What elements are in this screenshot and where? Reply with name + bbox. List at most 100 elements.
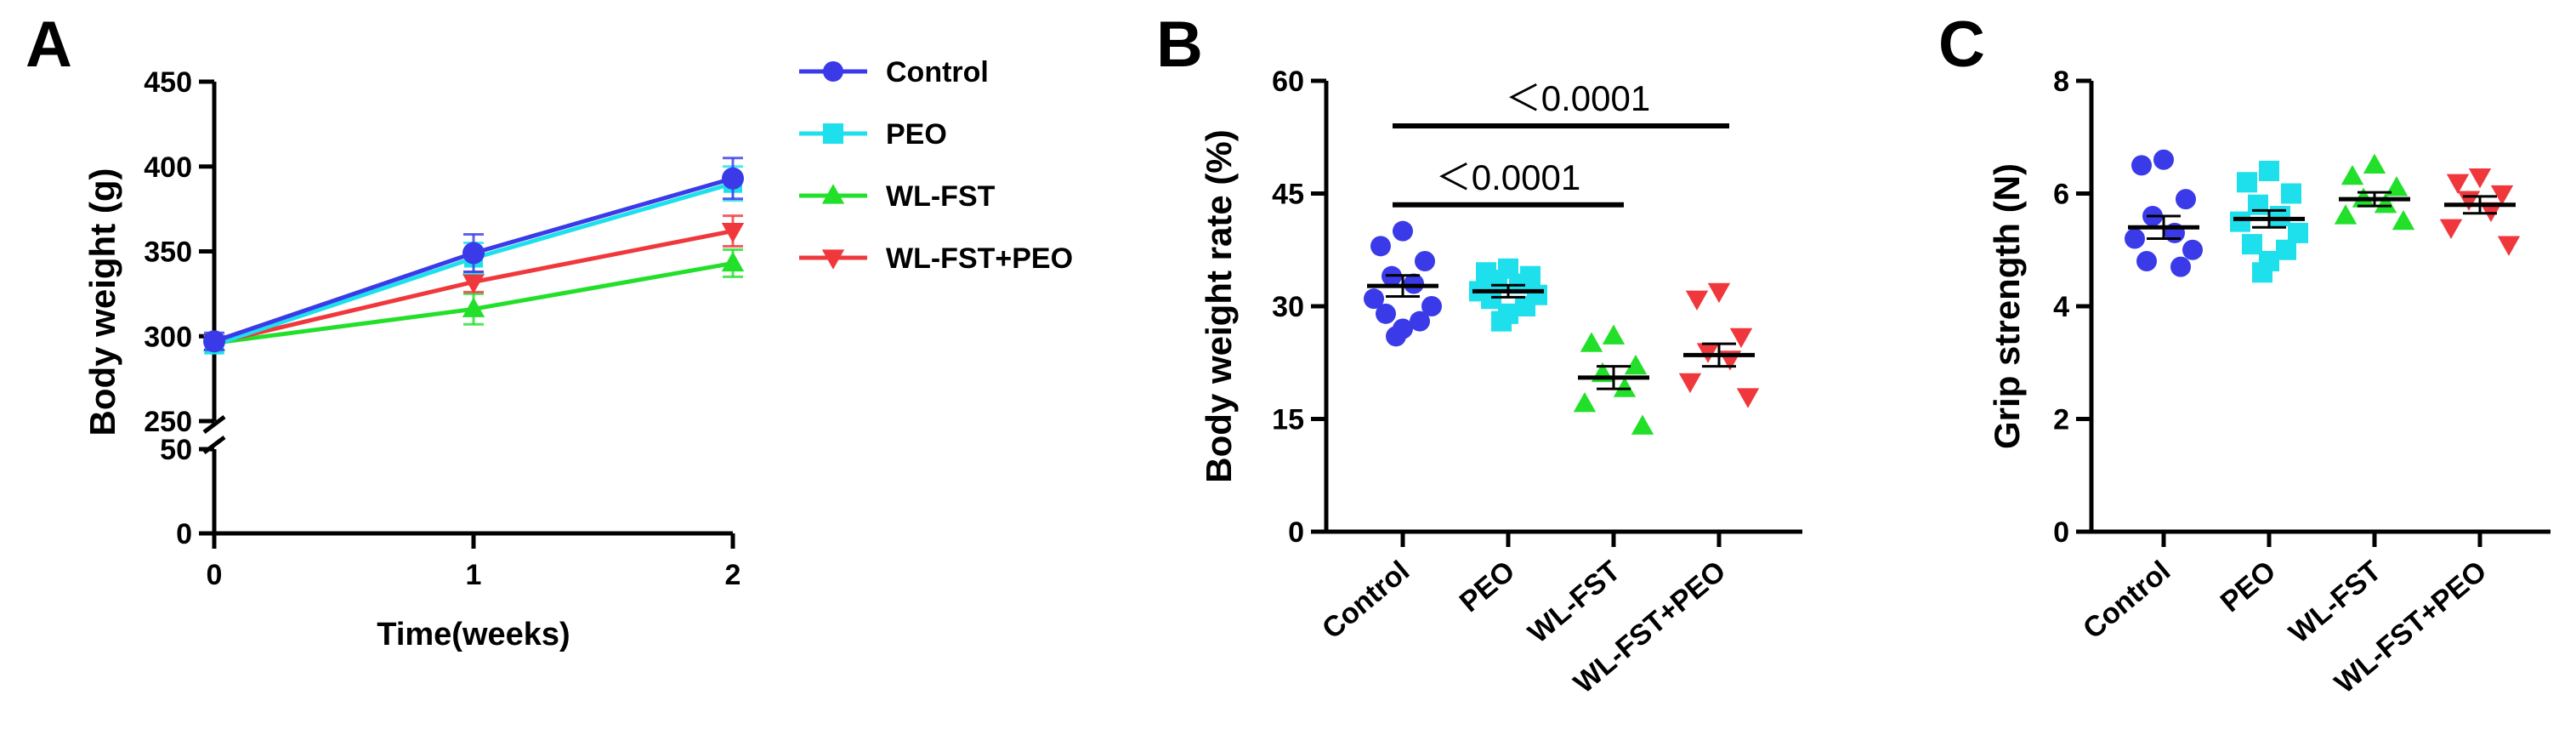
legend-label-WL-FST+PEO: WL-FST+PEO <box>886 242 1073 275</box>
data-point-PEO <box>2248 194 2268 215</box>
data-point-Control <box>2136 251 2157 271</box>
data-point-PEO <box>2281 183 2301 204</box>
data-point-WL-FST+PEO <box>2446 174 2470 195</box>
data-point-WL-FST+PEO <box>1685 290 1709 310</box>
data-point-WL-FST+PEO <box>462 273 485 294</box>
data-point-WL-FST <box>2374 192 2397 214</box>
data-point-WL-FST+PEO <box>1729 328 1753 349</box>
data-point-WL-FST+PEO <box>2439 219 2463 240</box>
data-point-WL-FST <box>1631 414 1654 435</box>
data-point-WL-FST+PEO <box>2497 236 2521 256</box>
y-tick-label: 0 <box>176 518 192 550</box>
x-tick-label: 2 <box>725 559 741 591</box>
y-tick-label: 6 <box>2053 179 2069 211</box>
data-point-Control <box>462 242 485 265</box>
y-axis-label: Grip strength (N) <box>1987 163 2027 449</box>
y-axis-label: Body weight rate (%) <box>1199 129 1239 482</box>
x-tick-label: PEO <box>2215 555 2282 618</box>
data-point-Control <box>2170 256 2191 277</box>
x-tick-label: WL-FST <box>1522 555 1626 650</box>
x-tick-label: PEO <box>1454 555 1521 618</box>
y-tick-label: 15 <box>1272 404 1304 436</box>
data-point-WL-FST <box>2392 209 2415 231</box>
y-tick-label: 30 <box>1272 291 1304 323</box>
data-point-Control <box>1404 273 1424 294</box>
x-tick-label: Control <box>1316 555 1416 646</box>
y-tick-label: 0 <box>1288 516 1304 549</box>
x-tick-label: Control <box>2077 555 2176 646</box>
data-point-Control <box>1393 220 1413 242</box>
data-point-WL-FST+PEO <box>2468 168 2492 189</box>
y-tick-label: 60 <box>1272 66 1304 98</box>
data-point-WL-FST <box>1613 377 1637 397</box>
y-tick-label: 8 <box>2053 66 2069 98</box>
x-tick-label: 0 <box>207 559 223 591</box>
y-tick-label: 450 <box>144 66 192 99</box>
panel-label-b: B <box>1156 9 1203 81</box>
data-point-Control <box>1415 251 1435 271</box>
data-point-Control <box>1370 236 1391 257</box>
data-point-Control <box>1376 303 1396 324</box>
data-point-WL-FST+PEO <box>721 222 745 243</box>
legend-marker-PEO <box>823 123 843 144</box>
data-point-Control <box>2182 239 2203 260</box>
data-point-Control <box>2125 228 2145 249</box>
legend-marker-WL-FST+PEO <box>821 249 845 270</box>
data-point-WL-FST+PEO <box>1736 388 1760 408</box>
y-tick-label: 0 <box>2053 516 2069 549</box>
data-point-Control <box>1364 288 1384 310</box>
data-point-Control <box>722 167 744 190</box>
data-point-PEO <box>2252 262 2272 283</box>
data-point-WL-FST+PEO <box>1678 373 1702 394</box>
panel-b-body-weight-rate-scatter: 0 15 30 45 60 Body weight rate (%) Control PEO W… <box>1199 66 1802 700</box>
data-point-Control <box>1386 326 1406 347</box>
data-point-Control <box>2176 189 2196 210</box>
data-point-WL-FST+PEO <box>2490 185 2514 206</box>
y-tick-label: 400 <box>144 151 192 184</box>
panel-label-a: A <box>26 9 72 81</box>
data-point-WL-FST <box>1624 354 1648 375</box>
x-axis-label: Time(weeks) <box>377 617 570 652</box>
data-point-WL-FST <box>2334 204 2358 225</box>
data-point-WL-FST <box>1580 332 1603 352</box>
data-point-PEO <box>2237 172 2257 193</box>
y-tick-label: 45 <box>1272 179 1304 211</box>
data-point-WL-FST <box>2363 153 2386 174</box>
data-point-WL-FST <box>1602 324 1626 345</box>
data-point-PEO <box>1491 310 1512 332</box>
y-tick-label: 300 <box>144 321 192 353</box>
legend-marker-Control <box>823 61 843 82</box>
data-point-WL-FST+PEO <box>1707 282 1731 304</box>
significance-label: ＜0.0001 <box>1506 78 1650 118</box>
data-point-WL-FST <box>2385 176 2409 197</box>
y-tick-label: 250 <box>144 406 192 438</box>
y-tick-label: 4 <box>2053 291 2069 323</box>
data-point-WL-FST <box>462 297 485 317</box>
legend-label-PEO: PEO <box>886 118 947 151</box>
data-point-WL-FST+PEO <box>2457 191 2481 211</box>
y-tick-label: 50 <box>160 434 192 466</box>
x-tick-label: WL-FST <box>2283 555 2387 650</box>
y-axis-label: Body weight (g) <box>82 168 122 436</box>
data-point-PEO <box>2259 161 2279 181</box>
panel-label-c: C <box>1938 9 1985 81</box>
axis-break-mark <box>202 415 226 434</box>
data-point-Control <box>2153 149 2174 170</box>
panel-a-body-weight-line-chart: 250 300 350 400 450 0 50 0 1 2 Time(weeks) Body wei… <box>82 56 1073 652</box>
data-point-Control <box>203 330 225 353</box>
data-point-WL-FST <box>721 251 745 272</box>
data-point-WL-FST <box>2341 164 2364 185</box>
data-point-Control <box>1421 296 1442 316</box>
y-tick-label: 350 <box>144 236 192 269</box>
data-point-Control <box>2131 155 2152 176</box>
y-tick-label: 2 <box>2053 404 2069 436</box>
significance-label: ＜0.0001 <box>1436 157 1580 197</box>
data-point-PEO <box>2270 206 2290 226</box>
x-tick-label: 1 <box>466 559 482 591</box>
data-point-PEO <box>1487 270 1507 291</box>
legend-label-WL-FST: WL-FST <box>886 180 996 213</box>
data-point-WL-FST <box>1573 392 1597 413</box>
data-point-PEO <box>2230 211 2250 232</box>
